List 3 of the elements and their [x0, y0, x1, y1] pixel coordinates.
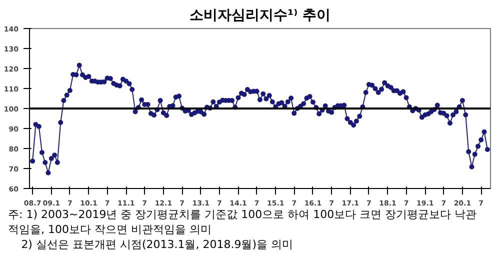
text: 2) 실선은 표본개편 시점(2013.1월, 2018.9월)을 의미 [20, 238, 294, 253]
text: 주: 1) 2003~2019년 중 장기평균치를 기준값 100으로 하여 100보다 크면 장기평균보다 낙관적임을, 100보다 작으면 비관적임을 의미 [8, 208, 478, 238]
chart-title: 소비자심리지수¹⁾ 추이 [189, 8, 331, 24]
